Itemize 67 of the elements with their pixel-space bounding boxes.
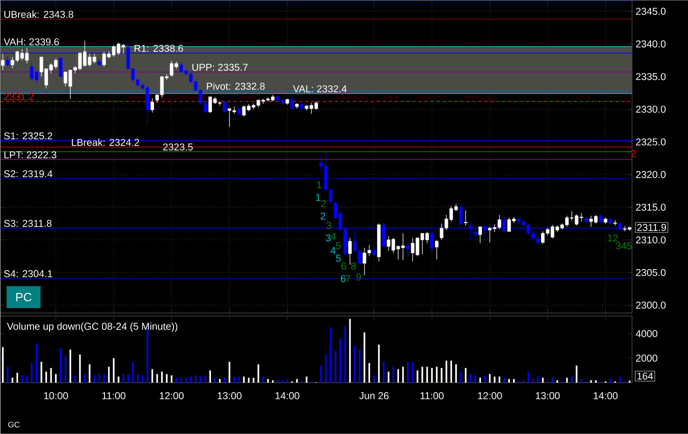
annotation: 345 bbox=[616, 242, 632, 250]
candlestick bbox=[406, 242, 410, 258]
ref-line-label: S1: 2325.2 bbox=[4, 132, 52, 140]
y-tick-label: 2310.0 bbox=[636, 236, 666, 244]
annotation: 4 bbox=[331, 232, 336, 240]
candlestick bbox=[459, 206, 463, 226]
ref-line-label: 2331.2 bbox=[4, 93, 34, 100]
annotation: 1 bbox=[317, 181, 322, 188]
ref-line-label: S4: 2304.1 bbox=[4, 270, 52, 278]
annotation: PC bbox=[16, 292, 32, 302]
y-tick-label: 2335.0 bbox=[636, 73, 666, 80]
candlestick bbox=[222, 100, 226, 113]
x-tick-label: 10:00 bbox=[44, 392, 68, 400]
text: 2311.9 bbox=[637, 224, 666, 232]
x-tick-label: 13:00 bbox=[536, 392, 560, 400]
x-tick-label: 12:00 bbox=[160, 392, 184, 400]
annotation: 2 bbox=[320, 212, 326, 220]
candlestick bbox=[430, 230, 434, 252]
y-tick-label: 2345.0 bbox=[636, 8, 666, 15]
candlestick bbox=[478, 226, 482, 244]
ref-line-label: R1: 2338.6 bbox=[134, 44, 183, 52]
x-tick-label: 12:00 bbox=[478, 392, 502, 400]
y-tick-label: 2000 bbox=[636, 354, 658, 362]
candlestick bbox=[372, 246, 376, 257]
x-tick-label: 14:00 bbox=[594, 392, 618, 400]
x-tick-label: 11:00 bbox=[420, 392, 444, 400]
annotation: 8 bbox=[351, 262, 356, 270]
annotation: 2 bbox=[321, 200, 326, 208]
annotation: 3 bbox=[326, 234, 331, 242]
ref-line-label: S3: 2311.8 bbox=[4, 220, 52, 227]
candlestick bbox=[1, 53, 5, 70]
annotation: 5 bbox=[336, 242, 341, 250]
y-tick-label: 2320.0 bbox=[636, 171, 666, 178]
ref-line-label: LPT: 2322.3 bbox=[4, 151, 56, 158]
candlestick bbox=[435, 240, 438, 260]
annotation: 6 bbox=[341, 262, 346, 270]
annotation: 12 bbox=[608, 234, 618, 242]
candlestick bbox=[290, 96, 294, 110]
candlestick bbox=[6, 56, 10, 68]
annotation: 3 bbox=[326, 222, 332, 229]
candlestick bbox=[464, 210, 468, 226]
y-tick-label: 2330.0 bbox=[636, 106, 666, 113]
annotation: 4 bbox=[330, 247, 336, 254]
ref-line-label: S2: 2319.4 bbox=[4, 170, 52, 178]
ref-line-label: VAL: 2332.4 bbox=[292, 85, 347, 92]
text: 164 bbox=[637, 372, 654, 380]
y-tick-label: 2315.0 bbox=[636, 204, 666, 211]
y-tick-label: 2340.0 bbox=[636, 40, 666, 48]
ref-line-label: VAH: 2339.6 bbox=[4, 38, 59, 46]
x-tick-label: 13:00 bbox=[218, 392, 242, 400]
y-tick-label: 2325.0 bbox=[636, 138, 666, 146]
y-tick-label: 4000 bbox=[636, 330, 658, 338]
y-tick-label: 2300.0 bbox=[636, 302, 666, 309]
candlestick bbox=[58, 56, 62, 77]
x-tick-label: 14:00 bbox=[276, 392, 300, 400]
y-tick-label: 2305.0 bbox=[636, 269, 666, 276]
annotation: 5 bbox=[336, 254, 341, 262]
text: Volume up down(GC 08-24 (5 Minute)) bbox=[6, 322, 178, 332]
annotation: 1 bbox=[316, 194, 320, 201]
ref-line-label: UBreak: 2343.8 bbox=[4, 10, 74, 18]
ref-line-label: UPP: 2335.7 bbox=[192, 64, 248, 71]
candlestick bbox=[348, 238, 352, 266]
candlestick bbox=[150, 98, 154, 113]
ref-line-label: Pivot: 2332.8 bbox=[206, 82, 265, 90]
annotation: 2 bbox=[631, 150, 636, 157]
x-tick-label: 11:00 bbox=[102, 392, 126, 400]
x-tick-label: Jun 26 bbox=[359, 392, 389, 400]
